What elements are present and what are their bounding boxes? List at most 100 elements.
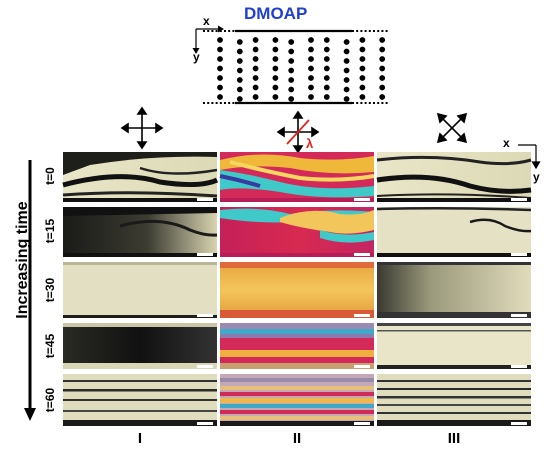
molecule-dot xyxy=(217,94,223,100)
scale-bars xyxy=(197,198,527,425)
molecule-dot xyxy=(359,84,366,91)
corner-axes-icon xyxy=(518,144,541,170)
molecule-dot xyxy=(359,75,366,81)
molecule-dot xyxy=(359,37,366,43)
molecule-dot xyxy=(236,58,243,64)
molecule-dot xyxy=(288,67,295,74)
molecule-dot xyxy=(236,96,243,102)
panel-I-t30 xyxy=(63,262,217,318)
column-label-II: II xyxy=(292,430,302,447)
panel-II-t45 xyxy=(220,323,374,369)
molecule-dot xyxy=(252,75,259,81)
schematic xyxy=(192,25,388,105)
corner-axis-x: x xyxy=(503,136,510,150)
molecule-dot xyxy=(308,56,314,62)
row-label-t0: t=0 xyxy=(43,167,57,185)
molecule-dot xyxy=(308,75,314,81)
panel-III-t60 xyxy=(377,374,531,426)
molecule-dot xyxy=(236,67,243,74)
row-label-t60: t=60 xyxy=(43,387,57,413)
molecule-dot xyxy=(217,37,223,43)
panel-II-t0 xyxy=(219,152,375,202)
molecule-dot xyxy=(323,46,330,53)
molecule-dot xyxy=(217,75,223,81)
molecule-dot xyxy=(379,75,386,81)
molecule-dot xyxy=(379,65,386,72)
molecule-dot xyxy=(236,86,243,93)
molecule-dot xyxy=(323,84,330,91)
molecule-dot xyxy=(272,56,279,62)
row-label-t45: t=45 xyxy=(43,333,57,359)
micrograph-grid xyxy=(62,152,532,426)
molecule-dot xyxy=(272,75,279,81)
molecule-dot xyxy=(343,96,350,102)
molecule-dot xyxy=(323,75,330,81)
molecule-dot xyxy=(343,67,350,74)
row-label-t15: t=15 xyxy=(43,218,57,244)
molecule-dot xyxy=(308,84,314,91)
molecule-dot xyxy=(323,94,330,100)
molecule-dot xyxy=(343,86,350,93)
molecule-dot xyxy=(379,84,386,91)
panel-III-t0 xyxy=(376,152,532,202)
molecule-dot xyxy=(252,84,259,91)
molecule-dot xyxy=(343,58,350,64)
molecule-dot xyxy=(343,48,350,55)
molecule-dot xyxy=(272,46,279,53)
molecule-dot xyxy=(343,39,350,45)
molecule-dot xyxy=(252,37,259,43)
molecule-dot xyxy=(288,86,295,93)
molecule-dot xyxy=(236,39,243,45)
molecule-dot xyxy=(308,37,314,43)
molecule-dot xyxy=(252,65,259,72)
molecule-dot xyxy=(288,58,295,64)
molecule-dot xyxy=(272,94,279,100)
molecule-dot xyxy=(379,46,386,53)
column-label-I: I xyxy=(137,430,143,447)
panel-II-t30 xyxy=(220,262,374,318)
diagonal-polarizers-icon xyxy=(436,112,468,144)
molecule-dot xyxy=(252,46,259,53)
molecule-dot xyxy=(272,65,279,72)
panel-II-t15 xyxy=(220,207,374,257)
molecule-dot xyxy=(323,65,330,72)
molecule-dot xyxy=(236,48,243,55)
molecule-dot xyxy=(359,46,366,53)
waveplate-label: λ xyxy=(306,136,314,151)
molecule-dot xyxy=(288,48,295,55)
figure-title: DMOAP xyxy=(244,4,308,23)
molecule-dot xyxy=(252,56,259,62)
molecule-dot xyxy=(288,96,295,102)
molecule-dot xyxy=(379,94,386,100)
molecule-dot xyxy=(288,77,295,83)
molecule-dot xyxy=(343,77,350,83)
homeotropic-molecule-dots xyxy=(217,37,386,102)
molecule-dot xyxy=(217,65,223,72)
schematic-axis-x: x xyxy=(203,14,210,28)
molecule-dot xyxy=(308,46,314,53)
panel-III-t15 xyxy=(376,206,532,257)
molecule-dot xyxy=(308,94,314,100)
molecule-dot xyxy=(217,56,223,62)
panel-III-t45 xyxy=(377,323,531,369)
time-arrow xyxy=(24,160,36,421)
panel-III-t30 xyxy=(377,262,531,318)
molecule-dot xyxy=(272,84,279,91)
panel-II-t60 xyxy=(220,374,374,426)
molecule-dot xyxy=(359,94,366,100)
molecule-dot xyxy=(236,77,243,83)
side-label: Increasing time xyxy=(14,201,31,319)
molecule-dot xyxy=(359,65,366,72)
panel-I-t60 xyxy=(63,374,217,426)
corner-axis-y: y xyxy=(533,170,540,184)
crossed-polarizers-with-waveplate-icon xyxy=(276,110,320,154)
molecule-dot xyxy=(272,37,279,43)
panel-I-t15 xyxy=(63,207,218,257)
molecule-dot xyxy=(308,65,314,72)
molecule-dot xyxy=(323,37,330,43)
molecule-dot xyxy=(252,94,259,100)
molecule-dot xyxy=(217,46,223,53)
panel-I-t0 xyxy=(62,152,219,202)
molecule-dot xyxy=(359,56,366,62)
